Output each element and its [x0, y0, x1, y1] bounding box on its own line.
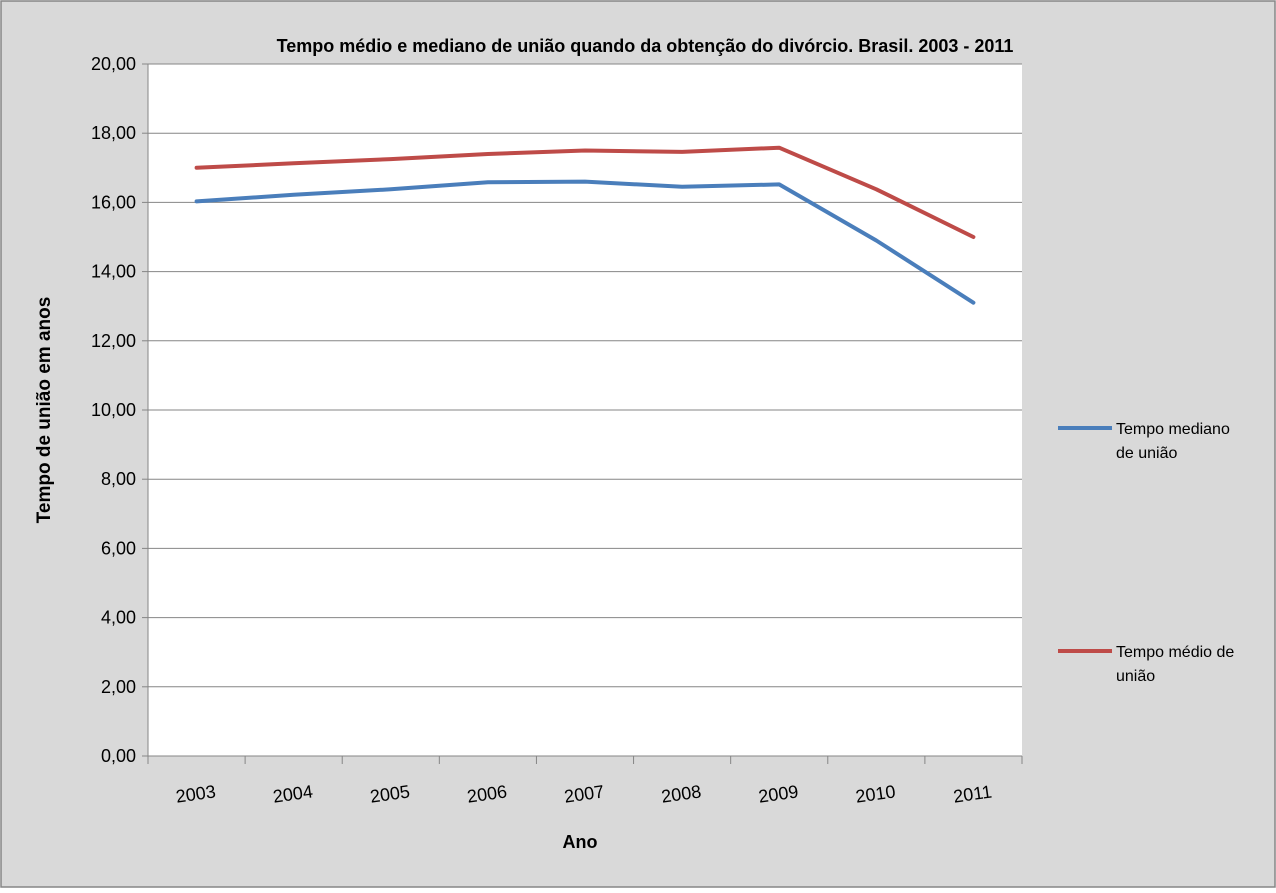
series-line [194, 179, 976, 305]
y-tick-label: 6,00 [101, 538, 136, 558]
axes [142, 63, 1023, 764]
y-tick-label: 2,00 [101, 677, 136, 697]
series-line [194, 145, 976, 239]
y-tick-label: 8,00 [101, 469, 136, 489]
x-axis-title: Ano [563, 832, 598, 852]
legend: Tempo mediano de união Tempo médio de união [1058, 421, 1234, 685]
y-tick-label: 12,00 [91, 331, 136, 351]
y-tick-label: 18,00 [91, 123, 136, 143]
legend-item: Tempo mediano de união [1058, 421, 1230, 462]
legend-label: Tempo médio de [1116, 644, 1234, 661]
series-lines [194, 145, 976, 305]
y-tick-label: 20,00 [91, 54, 136, 74]
y-tick-label: 14,00 [91, 262, 136, 282]
chart-title: Tempo médio e mediano de união quando da… [277, 36, 1014, 56]
y-tick-label: 10,00 [91, 400, 136, 420]
legend-label: união [1116, 668, 1155, 685]
y-tick-label: 16,00 [91, 192, 136, 212]
legend-label: Tempo mediano [1116, 421, 1230, 438]
gridlines [148, 63, 1022, 688]
legend-item: Tempo médio de união [1058, 644, 1234, 685]
y-axis-title: Tempo de união em anos [34, 297, 55, 524]
legend-label: de união [1116, 445, 1177, 462]
y-tick-label: 0,00 [101, 746, 136, 766]
y-tick-label: 4,00 [101, 608, 136, 628]
